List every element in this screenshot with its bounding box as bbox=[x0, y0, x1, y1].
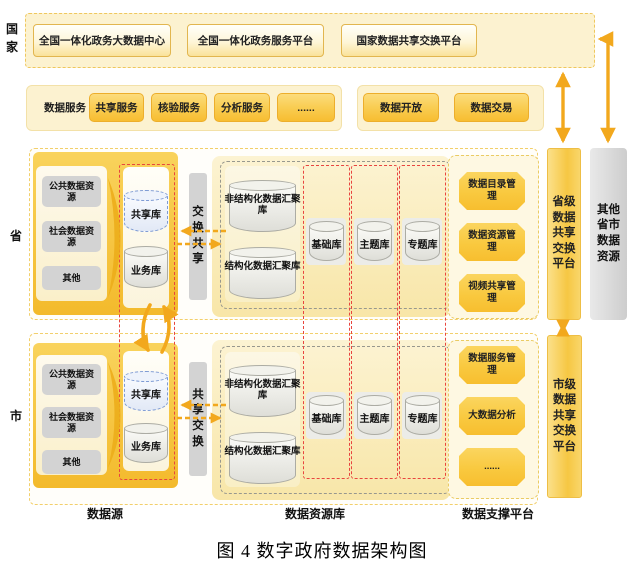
cylinder-label: 非结构化数据汇聚库 bbox=[224, 378, 301, 402]
province-social-data-item: 社会数据资源 bbox=[42, 221, 101, 252]
province-structured-aggregation-cylinder: 结构化数据汇聚库 bbox=[224, 247, 301, 299]
national-exchange-platform-box: 国家数据共享交换平台 bbox=[341, 24, 477, 57]
verification-service-button: 核验服务 bbox=[151, 93, 207, 122]
cylinder-label: 业务库 bbox=[131, 442, 161, 454]
arrow-national-other-provinces bbox=[597, 31, 616, 144]
big-data-analysis-item: 大数据分析 bbox=[459, 397, 525, 435]
cylinder-top bbox=[405, 221, 440, 232]
data-source-footer-label: 数据源 bbox=[86, 507, 123, 521]
province-theme-db-cylinder: 主题库 bbox=[357, 221, 392, 261]
more-services-button: ...... bbox=[277, 93, 335, 122]
cylinder-body bbox=[124, 251, 168, 288]
cylinder-label: 主题库 bbox=[359, 240, 390, 252]
cylinder-top bbox=[124, 423, 168, 434]
cylinder-label: 结构化数据汇聚库 bbox=[224, 260, 301, 272]
city-social-data-item: 社会数据资源 bbox=[42, 407, 101, 438]
city-special-db-cylinder: 专题库 bbox=[405, 395, 440, 435]
cylinder-top bbox=[124, 190, 168, 201]
city-business-library-cylinder: 业务库 bbox=[124, 423, 168, 463]
figure-caption: 图 4 数字政府数据架构图 bbox=[216, 541, 428, 561]
province-shared-library-cylinder: 共享库 bbox=[124, 190, 168, 232]
province-public-data-item: 公共数据资源 bbox=[42, 176, 101, 207]
cylinder-label: 共享库 bbox=[131, 209, 161, 221]
cylinder-top bbox=[229, 432, 296, 443]
cylinder-body bbox=[229, 437, 296, 484]
data-support-platform-footer-label: 数据支撑平台 bbox=[461, 507, 534, 521]
data-services-label: 数据服务 bbox=[44, 102, 86, 114]
cylinder-top bbox=[124, 371, 168, 382]
cylinder-body bbox=[229, 185, 296, 232]
cylinder-top bbox=[229, 365, 296, 376]
cylinder-label: 专题库 bbox=[407, 240, 438, 252]
cylinder-top bbox=[357, 395, 392, 406]
data-service-management-item: 数据服务管理 bbox=[459, 346, 525, 384]
city-exchange-platform-bar: 市级数据共享交换平台 bbox=[547, 335, 582, 498]
data-open-button: 数据开放 bbox=[363, 93, 439, 122]
data-resource-management-item: 数据资源管理 bbox=[459, 223, 525, 261]
more-management-item: ...... bbox=[459, 448, 525, 486]
sharing-service-button: 共享服务 bbox=[89, 93, 144, 122]
province-business-library-cylinder: 业务库 bbox=[124, 246, 168, 288]
city-structured-aggregation-cylinder: 结构化数据汇聚库 bbox=[224, 432, 301, 484]
city-unstructured-aggregation-cylinder: 非结构化数据汇聚库 bbox=[224, 365, 301, 417]
data-trade-button: 数据交易 bbox=[454, 93, 529, 122]
province-unstructured-aggregation-cylinder: 非结构化数据汇聚库 bbox=[224, 180, 301, 232]
special-db-red-column bbox=[399, 165, 446, 479]
province-level-label: 省 bbox=[9, 229, 22, 243]
cylinder-label: 结构化数据汇聚库 bbox=[224, 445, 301, 457]
province-other-data-item: 其他 bbox=[42, 266, 101, 290]
cylinder-label: 基础库 bbox=[311, 240, 342, 252]
city-level-label: 市 bbox=[9, 409, 22, 423]
city-basic-db-cylinder: 基础库 bbox=[309, 395, 344, 435]
data-catalog-management-item: 数据目录管理 bbox=[459, 172, 525, 210]
city-shared-library-cylinder: 共享库 bbox=[124, 371, 168, 411]
basic-db-red-column bbox=[303, 165, 350, 479]
cylinder-label: 专题库 bbox=[407, 414, 438, 426]
national-big-data-center-box: 全国一体化政务大数据中心 bbox=[33, 24, 171, 57]
cylinder-label: 主题库 bbox=[359, 414, 390, 426]
cylinder-top bbox=[229, 247, 296, 258]
province-exchange-share-box: 交换共享 bbox=[189, 173, 207, 300]
provincial-exchange-platform-bar: 省级数据共享交换平台 bbox=[547, 148, 581, 320]
cylinder-body bbox=[229, 252, 296, 299]
cylinder-body bbox=[229, 370, 296, 417]
city-share-exchange-box: 共享交换 bbox=[189, 362, 207, 476]
cylinder-top bbox=[309, 221, 344, 232]
national-level-label: 国家 bbox=[5, 22, 18, 54]
cylinder-top bbox=[309, 395, 344, 406]
city-other-data-item: 其他 bbox=[42, 450, 101, 474]
cylinder-label: 共享库 bbox=[131, 390, 161, 402]
theme-db-red-column bbox=[351, 165, 398, 479]
data-resource-library-footer-label: 数据资源库 bbox=[284, 507, 345, 521]
other-provinces-resources-bar: 其他省市数据资源 bbox=[590, 148, 627, 320]
cylinder-label: 基础库 bbox=[311, 414, 342, 426]
analysis-service-button: 分析服务 bbox=[214, 93, 270, 122]
video-sharing-management-item: 视频共享管理 bbox=[459, 274, 525, 312]
cylinder-body bbox=[124, 195, 168, 232]
cylinder-top bbox=[229, 180, 296, 191]
cylinder-label: 非结构化数据汇聚库 bbox=[224, 193, 301, 217]
national-service-platform-box: 全国一体化政务服务平台 bbox=[187, 24, 324, 57]
cylinder-label: 业务库 bbox=[131, 265, 161, 277]
cylinder-top bbox=[357, 221, 392, 232]
cylinder-body bbox=[309, 226, 344, 261]
province-basic-db-cylinder: 基础库 bbox=[309, 221, 344, 261]
cylinder-top bbox=[405, 395, 440, 406]
city-theme-db-cylinder: 主题库 bbox=[357, 395, 392, 435]
city-public-data-item: 公共数据资源 bbox=[42, 364, 101, 395]
cylinder-top bbox=[124, 246, 168, 257]
province-special-db-cylinder: 专题库 bbox=[405, 221, 440, 261]
